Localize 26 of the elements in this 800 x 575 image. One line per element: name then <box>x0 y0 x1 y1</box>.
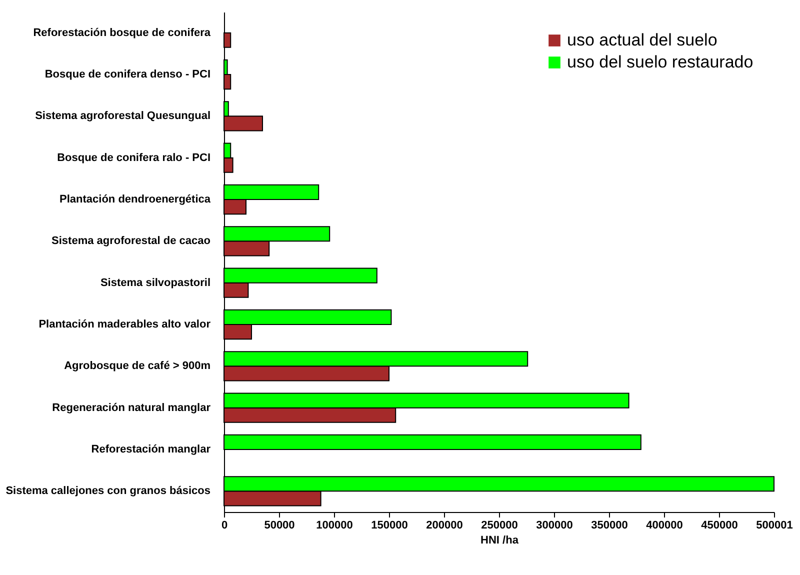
y-tick-label: Sistema agroforestal de cacao <box>52 235 211 248</box>
x-tick-label: 450000 <box>701 520 738 532</box>
legend-label: uso actual del suelo <box>567 30 718 50</box>
y-tick-label: Plantación dendroenergética <box>60 194 212 206</box>
x-tick-label: 400000 <box>646 520 683 532</box>
x-tick-label: 200000 <box>426 520 463 532</box>
x-tick-label: 0 <box>221 520 228 532</box>
x-tick-label: 350000 <box>591 520 628 532</box>
y-tick-label: Bosque de conifera denso - PCI <box>44 68 210 80</box>
x-tick-label: 250000 <box>481 520 518 532</box>
x-tick-label: 100000 <box>316 520 353 532</box>
y-tick-label: Regeneración natural manglar <box>52 402 212 414</box>
x-axis-title: HNI /ha <box>480 534 520 546</box>
y-tick-label: Sistema agroforestal Quesungual <box>35 110 210 122</box>
x-tick-label: 300000 <box>536 520 573 532</box>
x-tick-label: 150000 <box>371 520 408 532</box>
legend-label: uso del suelo restaurado <box>567 52 754 72</box>
y-tick-label: Reforestación bosque de conifera <box>33 26 212 39</box>
y-tick-label: Plantación maderables alto valor <box>38 318 212 330</box>
y-tick-label: Reforestación manglar <box>91 444 212 456</box>
x-tick-label: 50000 <box>264 520 295 532</box>
y-tick-label: Sistema callejones con granos básicos <box>6 485 210 498</box>
y-tick-label: Bosque de conifera ralo - PCI <box>57 152 210 164</box>
y-tick-label: Agrobosque de café > 900m <box>64 360 211 372</box>
x-tick-label: 500001 <box>756 520 793 532</box>
y-tick-label: Sistema silvopastoril <box>100 276 210 289</box>
